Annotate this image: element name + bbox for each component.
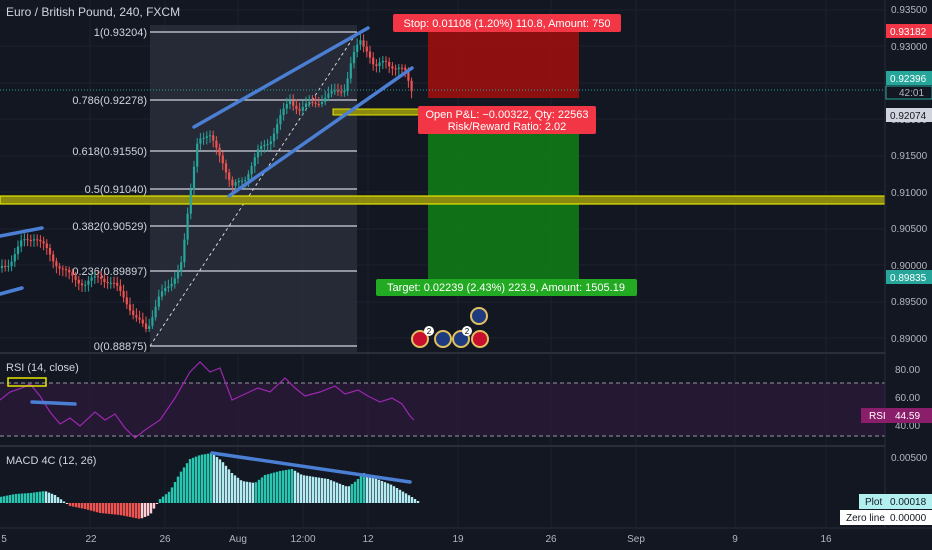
macd-divergence-line[interactable] bbox=[210, 451, 412, 484]
fib-label-0: 0(0.88875) bbox=[94, 341, 147, 353]
fib-label-0236: 0.236(0.89897) bbox=[72, 266, 147, 278]
price-tick: 0.91500 bbox=[891, 151, 928, 162]
macd-plot-value: 0.00018 bbox=[890, 497, 927, 508]
svg-text:Target: 0.02239 (2.43%) 223.9,: Target: 0.02239 (2.43%) 223.9, Amount: 1… bbox=[387, 282, 625, 294]
macd-histogram bbox=[0, 453, 420, 519]
svg-text:Stop: 0.01108 (1.20%) 110.8, A: Stop: 0.01108 (1.20%) 110.8, Amount: 750 bbox=[404, 18, 611, 30]
time-tick: 12:00 bbox=[290, 534, 315, 545]
time-tick: 12 bbox=[362, 534, 374, 545]
rsi-line bbox=[0, 361, 415, 439]
fib-label-05: 0.5(0.91040) bbox=[85, 184, 147, 196]
price-tick: 0.89000 bbox=[891, 334, 928, 345]
price-tick: 0.93500 bbox=[891, 5, 928, 16]
stop-zone[interactable] bbox=[428, 25, 579, 98]
time-tick: 26 bbox=[159, 534, 171, 545]
high-price-tag: 0.93182 bbox=[890, 27, 927, 38]
stop-label: Stop: 0.01108 (1.20%) 110.8, Amount: 750 bbox=[393, 14, 621, 32]
price-tick: 0.90000 bbox=[891, 261, 928, 272]
price-tick: 0.93000 bbox=[891, 42, 928, 53]
event-flag-icon bbox=[471, 330, 489, 348]
support-zone[interactable] bbox=[0, 195, 886, 205]
fib-label-0382: 0.382(0.90529) bbox=[72, 221, 147, 233]
event-flag-icon bbox=[434, 330, 452, 348]
time-tick: 5 bbox=[1, 534, 7, 545]
fib-price-tag: 0.92074 bbox=[890, 111, 927, 122]
left-trend-upper bbox=[0, 226, 44, 238]
last-price-tag: 0.92396 bbox=[890, 74, 927, 85]
fib-label-0618: 0.618(0.91550) bbox=[72, 146, 147, 158]
fib-trend-line[interactable] bbox=[149, 31, 358, 347]
time-tick: 26 bbox=[545, 534, 557, 545]
rsi-trend-line[interactable] bbox=[30, 400, 77, 406]
time-tick: 19 bbox=[452, 534, 464, 545]
macd-zero-value: 0.00000 bbox=[890, 513, 927, 524]
event-count-badge: 2 bbox=[427, 327, 432, 336]
rsi-value-tag: 44.59 bbox=[895, 411, 920, 422]
rsi-tick: 40.00 bbox=[895, 421, 920, 432]
target-price-tag: 0.89835 bbox=[890, 273, 927, 284]
rsi-title: RSI (14, close) bbox=[6, 362, 79, 374]
rsi-band bbox=[0, 383, 885, 436]
event-markers[interactable]: 2 2 bbox=[411, 307, 489, 348]
rsi-tick: 60.00 bbox=[895, 393, 920, 404]
time-tick: 9 bbox=[732, 534, 738, 545]
macd-plot-label: Plot bbox=[865, 497, 882, 508]
svg-text:Risk/Reward Ratio: 2.02: Risk/Reward Ratio: 2.02 bbox=[448, 121, 567, 133]
trend-lines[interactable] bbox=[0, 26, 414, 296]
chart-title: Euro / British Pound, 240, FXCM bbox=[6, 5, 180, 19]
target-label: Target: 0.02239 (2.43%) 223.9, Amount: 1… bbox=[376, 279, 637, 296]
price-tick: 0.91000 bbox=[891, 188, 928, 199]
price-candles bbox=[0, 34, 413, 333]
fib-label-1: 1(0.93204) bbox=[94, 27, 147, 39]
event-flag-icon bbox=[411, 330, 429, 348]
pnl-label: Open P&L: −0.00322, Qty: 22563 Risk/Rewa… bbox=[418, 106, 596, 134]
channel-upper bbox=[192, 26, 370, 129]
svg-text:Open P&L: −0.00322, Qty: 22563: Open P&L: −0.00322, Qty: 22563 bbox=[426, 109, 589, 121]
rsi-tick: 80.00 bbox=[895, 365, 920, 376]
fib-label-0786: 0.786(0.92278) bbox=[72, 95, 147, 107]
event-count-badge: 2 bbox=[465, 327, 470, 336]
channel-lower bbox=[227, 66, 414, 198]
time-tick: 16 bbox=[820, 534, 832, 545]
time-tick: Aug bbox=[229, 534, 247, 545]
event-flag-icon bbox=[470, 307, 488, 325]
time-axis[interactable] bbox=[0, 528, 885, 550]
price-tick: 0.89500 bbox=[891, 297, 928, 308]
macd-title: MACD 4C (12, 26) bbox=[6, 455, 96, 467]
rsi-tag-label: RSI bbox=[869, 411, 886, 422]
left-trend-lower bbox=[0, 286, 24, 296]
bar-countdown: 42:01 bbox=[899, 88, 924, 99]
price-tick: 0.90500 bbox=[891, 224, 928, 235]
macd-zero-label: Zero line bbox=[846, 513, 885, 524]
rsi-highlight[interactable] bbox=[7, 377, 47, 387]
macd-tick: 0.00500 bbox=[891, 453, 928, 464]
time-tick: Sep bbox=[627, 534, 645, 545]
time-tick: 22 bbox=[85, 534, 97, 545]
